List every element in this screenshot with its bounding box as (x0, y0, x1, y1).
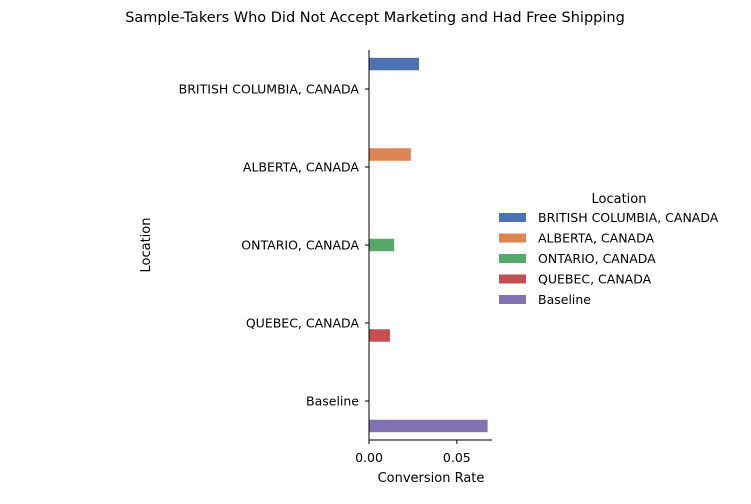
legend-label: BRITISH COLUMBIA, CANADA (538, 210, 719, 225)
x-axis-label: Conversion Rate (378, 471, 485, 486)
y-axis-ticks: BRITISH COLUMBIA, CANADA ALBERTA, CANADA O… (179, 82, 369, 409)
legend: Location BRITISH COLUMBIA, CANADA ALBERTA… (499, 192, 719, 307)
legend-swatch (499, 295, 526, 304)
plot-area (369, 57, 488, 433)
x-axis-ticks: 0.00 0.05 (355, 440, 471, 465)
legend-swatch (499, 233, 526, 243)
legend-label: ONTARIO, CANADA (538, 251, 656, 266)
legend-items: BRITISH COLUMBIA, CANADA ALBERTA, CANADA O… (499, 210, 719, 307)
y-tick-label: ONTARIO, CANADA (241, 238, 359, 253)
legend-label: Baseline (538, 292, 591, 307)
legend-swatch (499, 274, 526, 284)
legend-swatch (499, 213, 526, 222)
legend-title: Location (592, 192, 647, 207)
y-axis-label: Location (139, 218, 154, 273)
y-tick-label: ALBERTA, CANADA (243, 160, 360, 175)
chart-title: Sample-Takers Who Did Not Accept Marketi… (125, 10, 625, 26)
bar-alberta-canada (369, 148, 411, 161)
bar-baseline (369, 419, 488, 433)
legend-swatch (499, 254, 526, 263)
x-tick-label: 0.05 (443, 450, 471, 465)
y-tick-label: BRITISH COLUMBIA, CANADA (179, 82, 360, 97)
y-tick-label: QUEBEC, CANADA (246, 316, 360, 331)
bar-ontario-canada (369, 238, 395, 252)
bar-quebec-canada (369, 329, 390, 342)
y-tick-label: Baseline (306, 394, 359, 409)
legend-label: ALBERTA, CANADA (538, 231, 655, 246)
bar-british-columbia-canada (369, 57, 420, 71)
legend-label: QUEBEC, CANADA (538, 272, 652, 287)
x-tick-label: 0.00 (355, 450, 383, 465)
